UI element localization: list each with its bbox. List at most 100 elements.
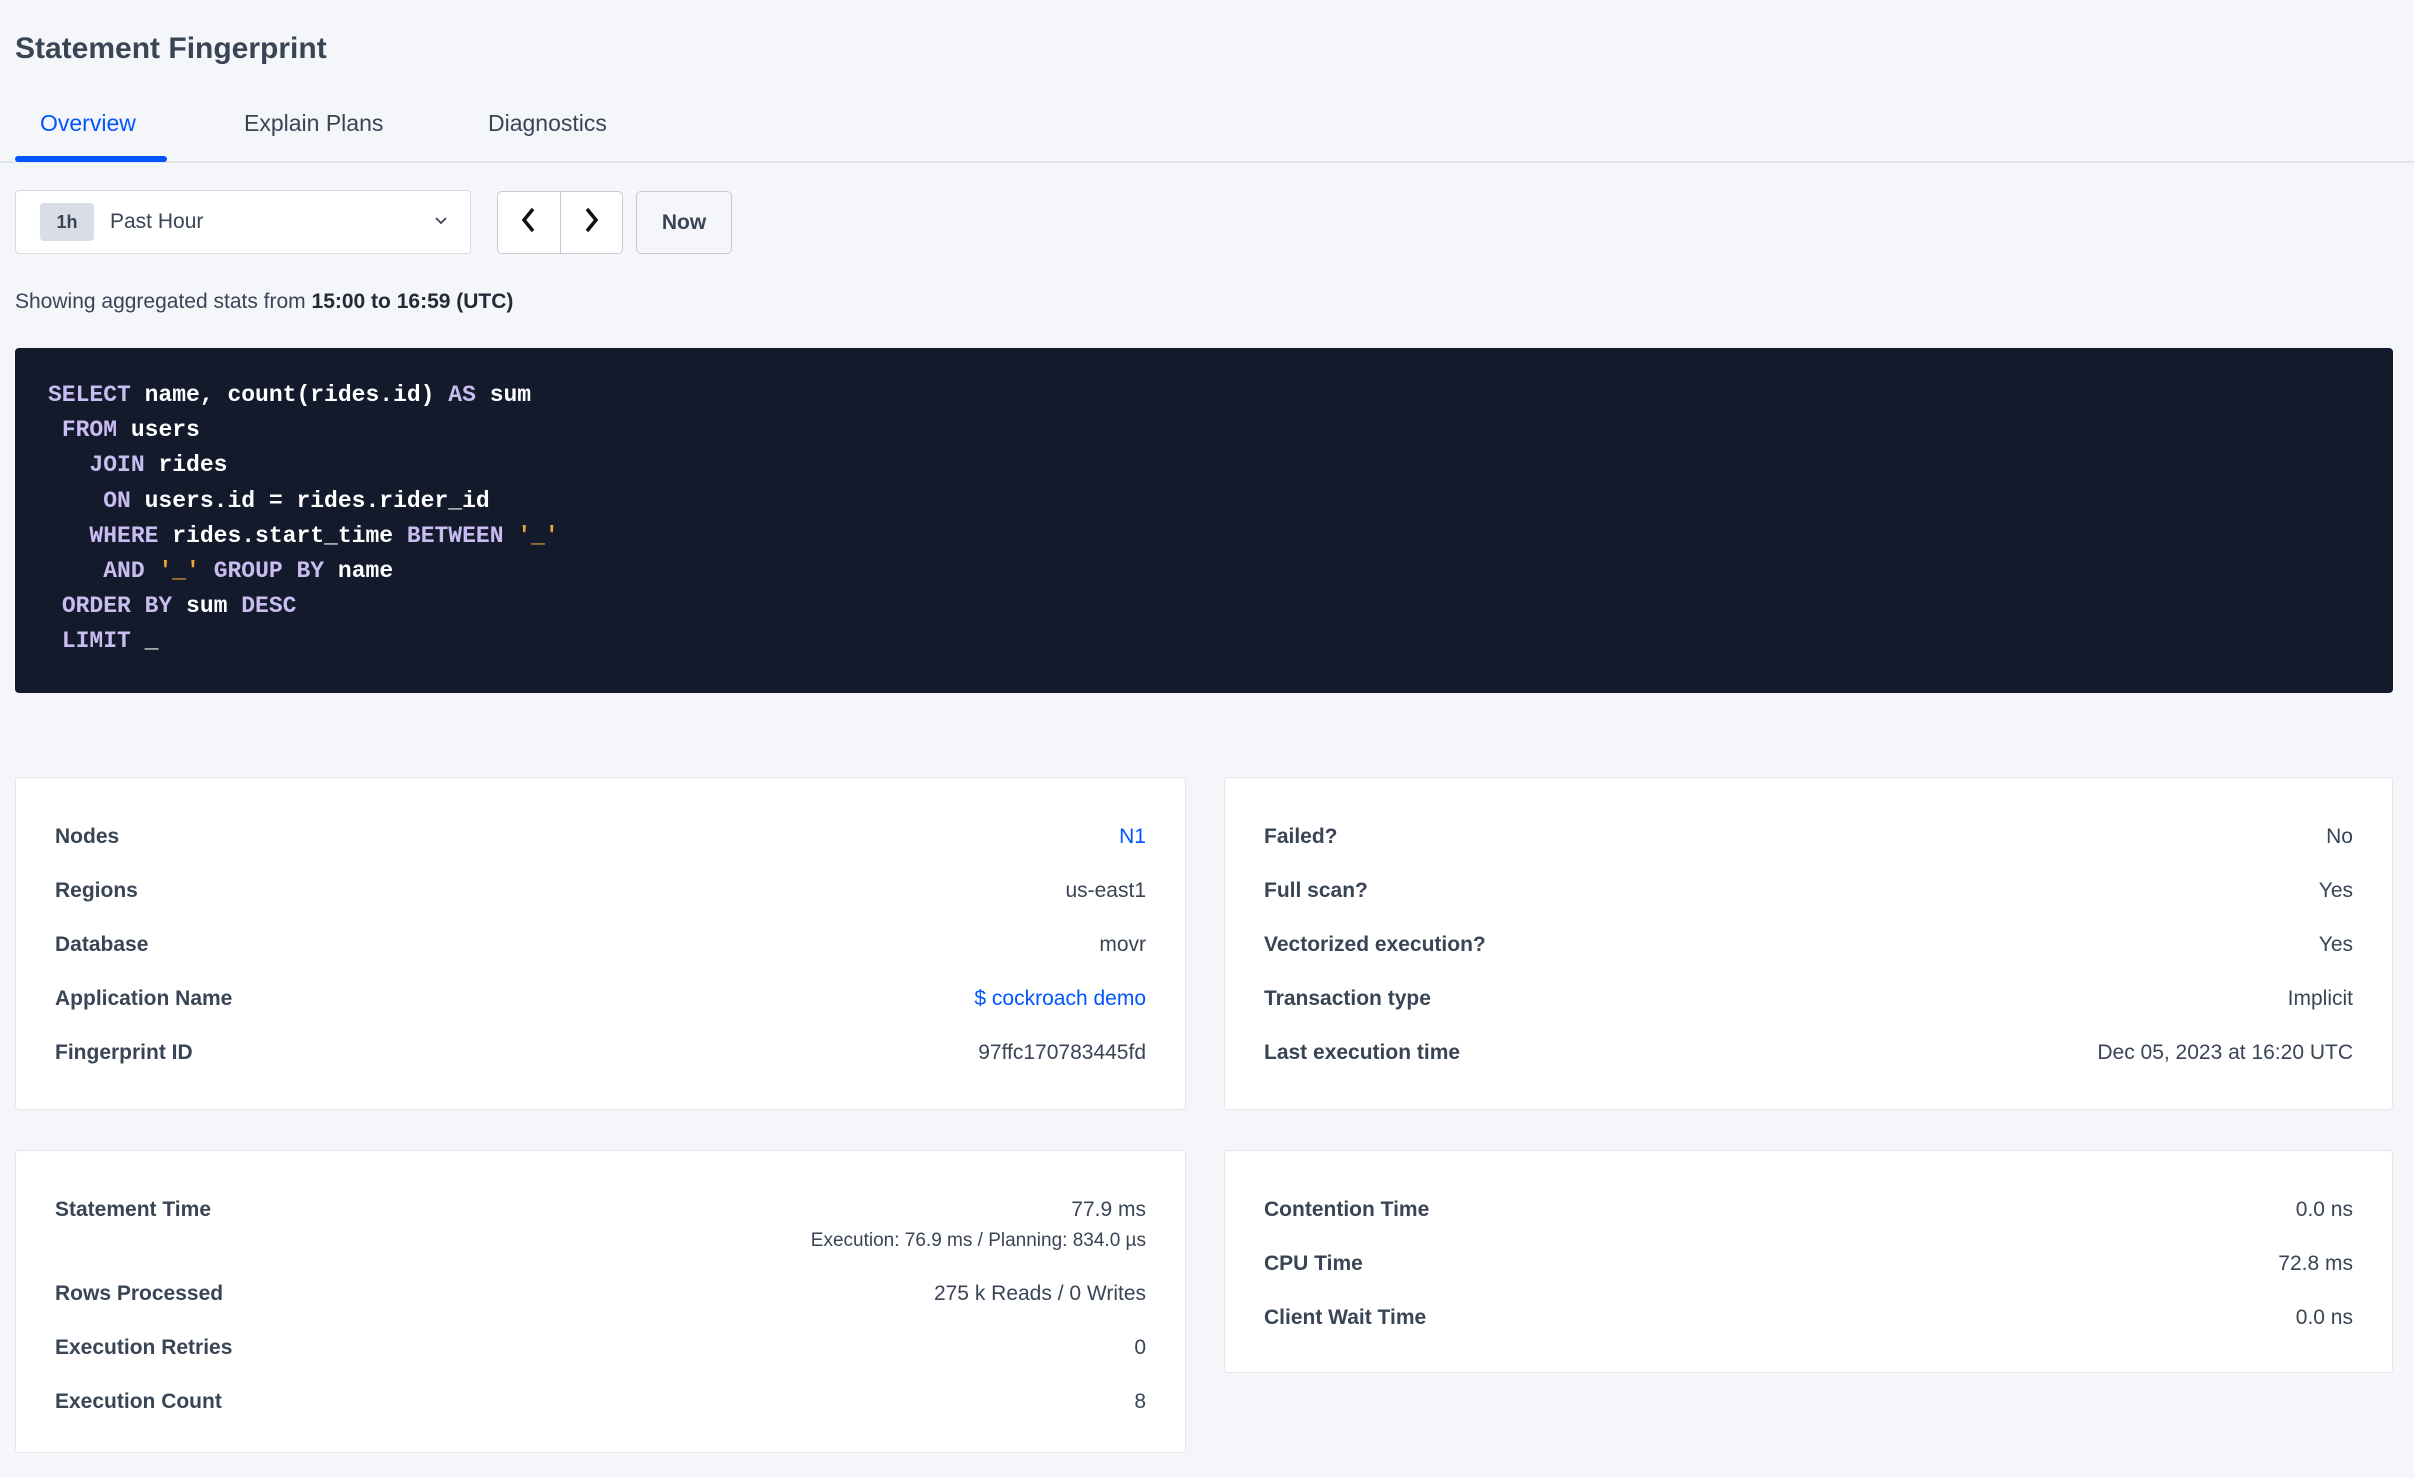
- application-name-link[interactable]: $ cockroach demo: [974, 987, 1146, 1010]
- sql-keyword: GROUP BY: [213, 558, 325, 585]
- last-execution-label: Last execution time: [1264, 1041, 1461, 1064]
- chevron-right-icon: [581, 206, 601, 239]
- sql-line: LIMIT _: [48, 624, 2360, 659]
- sql-keyword: LIMIT: [61, 628, 131, 655]
- sql-text: rides: [144, 452, 228, 479]
- sql-line: SELECT name, count(rides.id) AS sum: [48, 378, 2360, 413]
- sql-text: [48, 558, 103, 584]
- fingerprint-id-value: 97ffc170783445fd: [978, 1041, 1146, 1064]
- transaction-type-label: Transaction type: [1264, 987, 1431, 1010]
- cpu-time-value: 72.8 ms: [2278, 1252, 2353, 1275]
- full-scan-value: Yes: [2318, 879, 2353, 902]
- sql-keyword: DESC: [241, 593, 297, 620]
- transaction-type-value: Implicit: [2287, 987, 2353, 1010]
- time-range-label: Past Hour: [110, 210, 204, 233]
- rows-processed-label: Rows Processed: [55, 1282, 224, 1305]
- rows-processed-value: 275 k Reads / 0 Writes: [933, 1282, 1146, 1305]
- sql-keyword: SELECT: [48, 382, 131, 408]
- sql-text: [48, 628, 62, 654]
- sql-text: users.id = rides.rider_id: [130, 487, 490, 514]
- sql-keyword: ORDER BY: [61, 593, 173, 620]
- full-scan-label: Full scan?: [1264, 879, 1368, 902]
- failed-value: No: [2326, 825, 2353, 848]
- sql-text: [48, 523, 89, 549]
- nodes-link[interactable]: N1: [1119, 825, 1146, 848]
- vectorized-value: Yes: [2318, 933, 2353, 956]
- client-wait-time-value: 0.0 ns: [2295, 1306, 2353, 1329]
- stats-prefix: Showing aggregated stats from: [15, 290, 312, 313]
- sql-keyword: JOIN: [89, 452, 145, 479]
- sql-text: _: [130, 628, 159, 655]
- time-range-select[interactable]: 1h Past Hour: [15, 190, 471, 254]
- time-nav-group: [497, 191, 623, 254]
- stats-range-text: Showing aggregated stats from 15:00 to 1…: [15, 290, 513, 314]
- summary-card-right: Failed? No Full scan? Yes Vectorized execu…: [1224, 777, 2393, 1110]
- sql-text: [200, 558, 214, 584]
- sql-line: AND '_' GROUP BY name: [48, 554, 2360, 589]
- database-label: Database: [55, 933, 149, 956]
- sql-line: WHERE rides.start_time BETWEEN '_': [48, 519, 2360, 554]
- metrics-card-right: Contention Time 0.0 ns CPU Time 72.8 ms Cl…: [1224, 1150, 2393, 1373]
- application-name-label: Application Name: [55, 987, 233, 1010]
- fingerprint-id-label: Fingerprint ID: [55, 1041, 193, 1064]
- sql-text: [48, 452, 89, 478]
- sql-statement-block: SELECT name, count(rides.id) AS sum FROM…: [15, 348, 2393, 693]
- tab-bar: Overview Explain Plans Diagnostics: [0, 100, 2414, 163]
- next-period-button[interactable]: [561, 192, 623, 253]
- sql-line: JOIN rides: [48, 448, 2360, 483]
- sql-keyword: AND: [103, 558, 145, 585]
- sql-text: [48, 417, 62, 443]
- sql-keyword: BETWEEN: [406, 522, 504, 549]
- sql-keyword: AS: [448, 382, 476, 408]
- sql-keyword: ON: [103, 487, 131, 514]
- time-range-badge: 1h: [40, 203, 94, 241]
- sql-text: [504, 523, 518, 549]
- now-button[interactable]: Now: [636, 191, 732, 254]
- execution-retries-label: Execution Retries: [55, 1336, 233, 1359]
- sql-text: [145, 558, 159, 584]
- sql-text: [48, 593, 62, 619]
- regions-value: us-east1: [1065, 879, 1146, 902]
- database-value: movr: [1099, 933, 1146, 956]
- execution-count-value: 8: [1134, 1390, 1146, 1413]
- sql-text: [48, 488, 103, 514]
- execution-retries-value: 0: [1134, 1336, 1146, 1359]
- sql-text: rides.start_time: [158, 522, 407, 549]
- cpu-time-label: CPU Time: [1264, 1252, 1363, 1275]
- tab-diagnostics[interactable]: Diagnostics: [488, 110, 607, 136]
- chevron-left-icon: [519, 206, 539, 239]
- sql-line: ON users.id = rides.rider_id: [48, 484, 2360, 519]
- regions-label: Regions: [55, 879, 138, 902]
- sql-string: '_': [158, 558, 200, 585]
- sql-text: sum: [475, 382, 532, 408]
- contention-time-value: 0.0 ns: [2295, 1198, 2353, 1221]
- sql-keyword: WHERE: [89, 522, 159, 549]
- statement-time-value: 77.9 ms: [1071, 1198, 1146, 1221]
- tab-overview[interactable]: Overview: [40, 110, 136, 136]
- failed-label: Failed?: [1264, 825, 1338, 848]
- sql-text: sum: [172, 593, 242, 620]
- page-title: Statement Fingerprint: [15, 32, 327, 65]
- active-tab-indicator: [15, 156, 167, 162]
- tab-explain-plans[interactable]: Explain Plans: [244, 110, 384, 136]
- chevron-down-icon: [434, 209, 448, 238]
- previous-period-button[interactable]: [498, 192, 561, 253]
- sql-text: name: [324, 558, 394, 585]
- sql-text: users: [117, 417, 200, 444]
- summary-card-left: Nodes N1 Regions us-east1 Database movr App…: [15, 777, 1186, 1110]
- sql-text: name, count(rides.id): [130, 382, 449, 408]
- sql-line: ORDER BY sum DESC: [48, 589, 2360, 624]
- vectorized-label: Vectorized execution?: [1264, 933, 1486, 956]
- execution-count-label: Execution Count: [55, 1390, 222, 1413]
- statement-time-detail: Execution: 76.9 ms / Planning: 834.0 µs: [810, 1230, 1146, 1251]
- sql-string: '_': [517, 522, 559, 549]
- contention-time-label: Contention Time: [1264, 1198, 1430, 1221]
- sql-line: FROM users: [48, 413, 2360, 448]
- sql-keyword: FROM: [61, 417, 118, 444]
- nodes-label: Nodes: [55, 825, 120, 848]
- metrics-card-left: Statement Time 77.9 ms Execution: 76.9 ms…: [15, 1150, 1186, 1453]
- stats-range: 15:00 to 16:59 (UTC): [311, 290, 514, 313]
- client-wait-time-label: Client Wait Time: [1264, 1306, 1427, 1329]
- statement-time-label: Statement Time: [55, 1198, 211, 1221]
- last-execution-value: Dec 05, 2023 at 16:20 UTC: [2097, 1041, 2353, 1064]
